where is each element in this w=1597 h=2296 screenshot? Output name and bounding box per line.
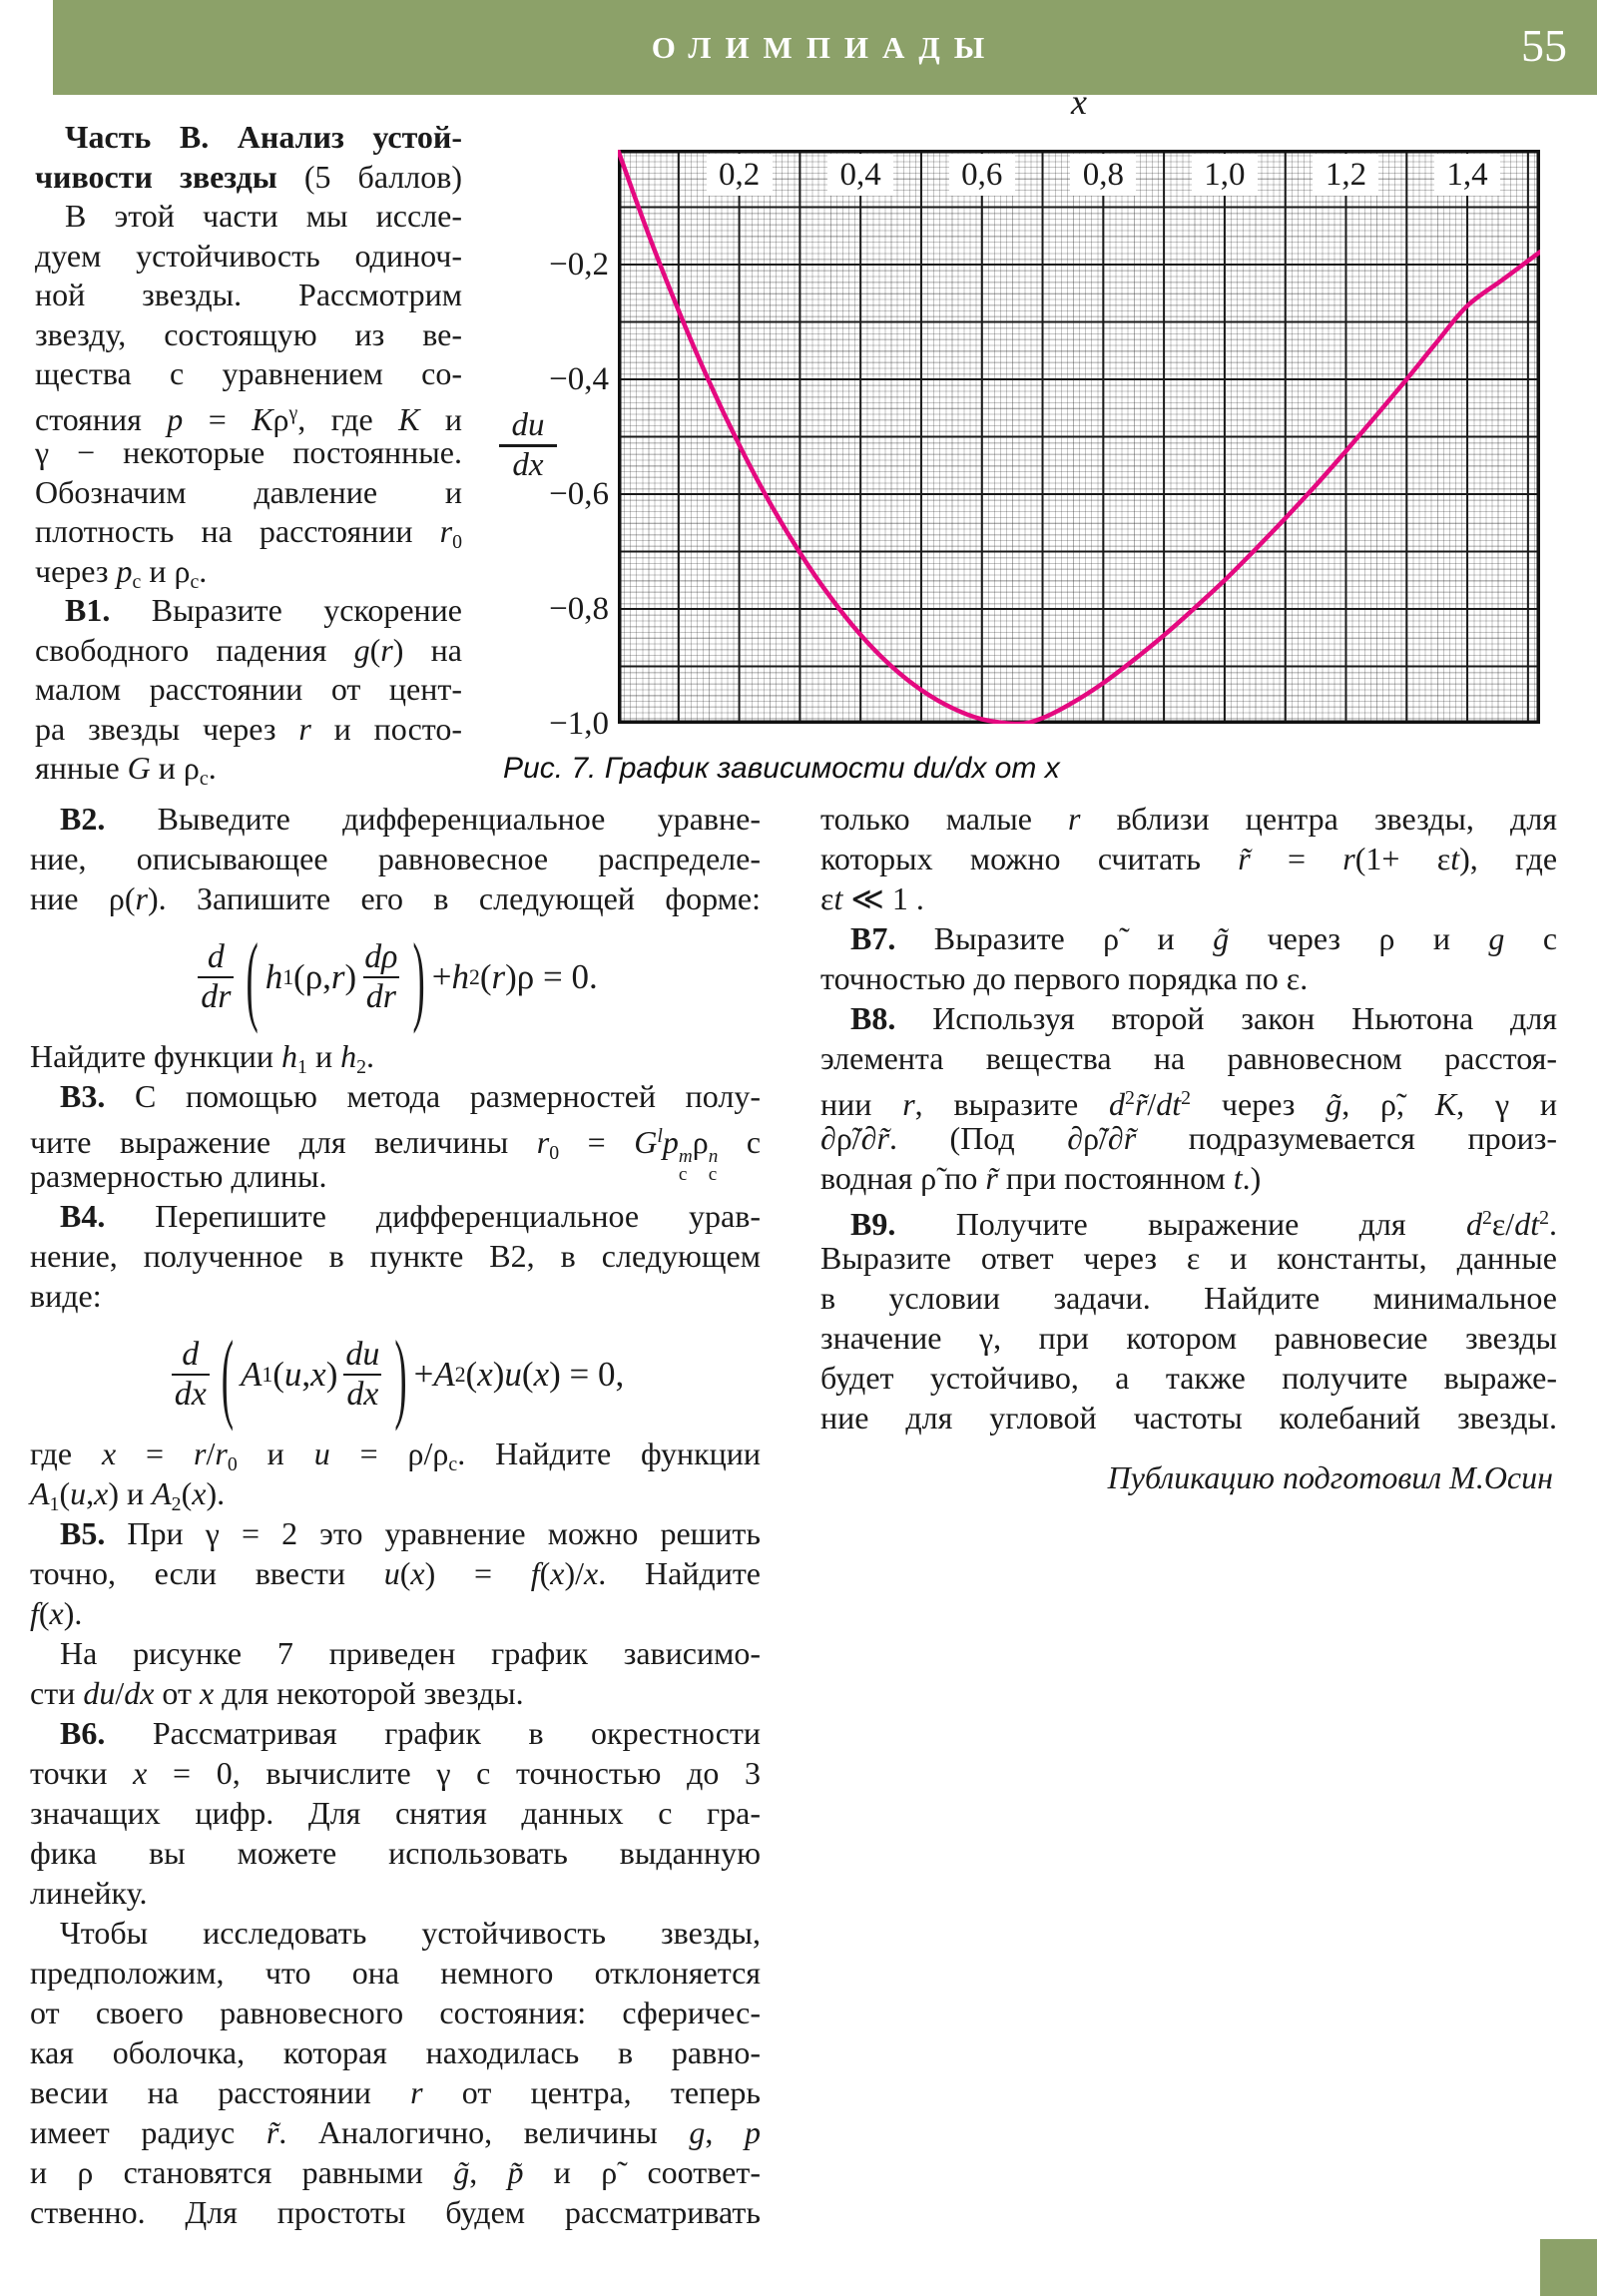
text-line: Публикацию подготовил М.Осин — [1107, 1459, 1553, 1495]
header-band: ОЛИМПИАДЫ 55 — [53, 0, 1597, 95]
text-line: в условии задачи. Найдите минимальное — [820, 1280, 1557, 1316]
text-line: предположим, что она немного отклоняется — [30, 1955, 761, 1991]
text-line: На рисунке 7 приведен график зависимо- — [60, 1635, 761, 1671]
x-tick-label: 1,0 — [1191, 154, 1258, 196]
text-line: Найдите функции h1 и h2. — [30, 1038, 374, 1078]
text-line: В6. Рассматривая график в окрестности — [60, 1715, 761, 1751]
corner-accent-square — [1540, 2239, 1597, 2296]
text-line: В5. При γ = 2 это уравнение можно решить — [60, 1515, 761, 1551]
text-line: и ρ становятся равными g̃, p̃ и ρ̃ соотв… — [30, 2154, 762, 2190]
text-line: имеет радиус r̃. Аналогично, величины g,… — [30, 2114, 761, 2150]
text-line: В8. Используя второй закон Ньютона для — [850, 1000, 1557, 1036]
text-line: чивости звезды (5 баллов) — [35, 158, 463, 195]
text-line: где x = r/r0 и u = ρ/ρc. Найдите функции — [30, 1435, 762, 1475]
text-line: ние для угловой частоты колебаний звезды… — [820, 1400, 1557, 1435]
text-line: ной звезды. Рассмотрим — [35, 277, 462, 312]
chart-curve — [618, 150, 1540, 724]
text-line: f(x). — [30, 1595, 83, 1631]
text-line: В2. Выведите дифференциальное уравне- — [60, 801, 761, 837]
column-intro: Часть В. Анализ устой-чивости звезды (5 … — [35, 118, 463, 790]
text-line: плотность на расстоянии r0 — [35, 513, 462, 553]
text-line: εt ≪ 1 . — [820, 880, 924, 916]
column-right: только малые r вблизи центра звезды, для… — [820, 799, 1557, 1497]
text-line: линейку. — [30, 1875, 148, 1911]
figure-caption: Рис. 7. График зависимости du/dx от x — [503, 752, 1060, 785]
text-line: будет устойчиво, а также получите выраже… — [820, 1360, 1557, 1396]
figure: x du dx Рис. 7. График зависимости du/dx… — [459, 82, 1597, 824]
column-left: В2. Выведите дифференциальное уравне-ние… — [30, 799, 761, 2232]
text-line: нии r, выразите d2r̃/dt2 через g̃, ρ̃, K… — [820, 1085, 1558, 1122]
formula-line: d dx(A 1(u, x) du dx) + A 2(x) u(x) = 0, — [30, 1316, 761, 1434]
text-line: фика вы можете использовать выданную — [30, 1835, 761, 1871]
text-line: малом расстоянии от цент- — [35, 671, 462, 707]
formula-line: d dr(h 1 (ρ, r) dρ dr) + h 2(r)ρ = 0. — [30, 918, 761, 1036]
text-line: ра звезды через r и посто- — [35, 710, 463, 747]
y-axis-label-numerator: du — [511, 407, 545, 443]
text-line: янные G и ρc. — [35, 750, 217, 790]
text-line: звезду, состоящую из ве- — [35, 315, 462, 352]
text-line: кая оболочка, которая находилась в равно… — [30, 2034, 761, 2070]
x-tick-label: 0,8 — [1070, 154, 1137, 196]
text-line: ние ρ(r). Запишите его в следующей форме… — [30, 880, 762, 916]
text-line: от своего равновесного состояния: сферич… — [30, 1995, 761, 2030]
text-line: точностью до первого порядка по ε. — [820, 960, 1309, 996]
x-tick-label: 0,6 — [948, 154, 1015, 196]
text-line: В1. Выразите ускорение — [65, 592, 462, 628]
text-line: значащих цифр. Для снятия данных с гра- — [30, 1795, 761, 1831]
y-tick-label: −1,0 — [549, 706, 609, 742]
text-line: В3. С помощью метода размерностей полу- — [60, 1078, 761, 1114]
text-line: В9. Получите выражение для d2ε/dt2. — [850, 1205, 1557, 1242]
y-tick-label: −0,8 — [549, 591, 609, 627]
text-line: ние, описывающее равновесное распределе- — [30, 841, 761, 876]
text-line: Выразите ответ через ε и константы, данн… — [820, 1240, 1557, 1276]
x-tick-label: 0,2 — [706, 154, 773, 196]
text-line: виде: — [30, 1278, 102, 1314]
text-line: которых можно считать r̃ = r(1+ εt), где — [820, 841, 1558, 876]
text-line: свободного падения g(r) на — [35, 631, 462, 668]
text-line: ственно. Для простоты будем рассматриват… — [30, 2194, 761, 2230]
text-line: элемента вещества на равновесном расстоя… — [820, 1040, 1557, 1076]
y-axis-label-denominator: dx — [499, 444, 557, 484]
y-tick-label: −0,6 — [549, 476, 609, 512]
y-axis-label: du dx — [489, 407, 567, 484]
text-line: В7. Выразите ρ̃ и g̃ через ρ и g с — [850, 920, 1558, 956]
text-line: размерностью длины. — [30, 1158, 327, 1194]
y-tick-label: −0,2 — [549, 247, 609, 283]
x-tick-label: 1,4 — [1434, 154, 1501, 196]
text-line: сти du/dx от x для некоторой звезды. — [30, 1675, 524, 1711]
text-line: γ − некоторые постоянные. — [35, 434, 462, 470]
chart-svg — [618, 150, 1540, 724]
text-line: только малые r вблизи центра звезды, для — [820, 801, 1557, 837]
x-tick-label: 0,4 — [827, 154, 894, 196]
text-line: точки x = 0, вычислите γ с точностью до … — [30, 1755, 762, 1791]
text-line: водная ρ̃ по r̃ при постоянном t.) — [820, 1160, 1262, 1196]
text-line: щества с уравнением со- — [35, 355, 462, 391]
text-line: A1(u,x) и A2(x). — [30, 1475, 226, 1515]
text-line: значение γ, при котором равновесие звезд… — [820, 1320, 1557, 1356]
figure-plot — [618, 150, 1540, 724]
text-line: нение, полученное в пункте В2, в следующ… — [30, 1238, 761, 1274]
text-line: весии на расстоянии r от центра, теперь — [30, 2074, 762, 2110]
page-number: 55 — [1521, 20, 1567, 71]
text-line: точно, если ввести u(x) = f(x)/x. Найдит… — [30, 1555, 761, 1591]
text-line: ∂ρ̃/∂r̃. (Под ∂ρ̃/∂r̃ подразумевается пр… — [820, 1120, 1557, 1156]
text-line: чите выражение для величины r0 = Glp m c ρ n… — [30, 1123, 762, 1185]
text-line: через pc и ρc. — [35, 552, 208, 593]
y-tick-label: −0,4 — [549, 361, 609, 397]
text-line: Часть В. Анализ устой- — [65, 119, 462, 155]
text-line: стояния p = Kργ, где K и — [35, 400, 463, 437]
x-axis-title: x — [1071, 82, 1087, 122]
text-line: В4. Перепишите дифференциальное урав- — [60, 1198, 761, 1234]
text-line: Чтобы исследовать устойчивость звезды, — [60, 1915, 761, 1951]
page-header-title: ОЛИМПИАДЫ — [651, 30, 999, 65]
text-line: дуем устойчивость одиноч- — [35, 237, 462, 274]
text-line: Обозначим давление и — [35, 473, 462, 510]
text-line: В этой части мы иссле- — [65, 198, 462, 234]
x-tick-label: 1,2 — [1313, 154, 1379, 196]
